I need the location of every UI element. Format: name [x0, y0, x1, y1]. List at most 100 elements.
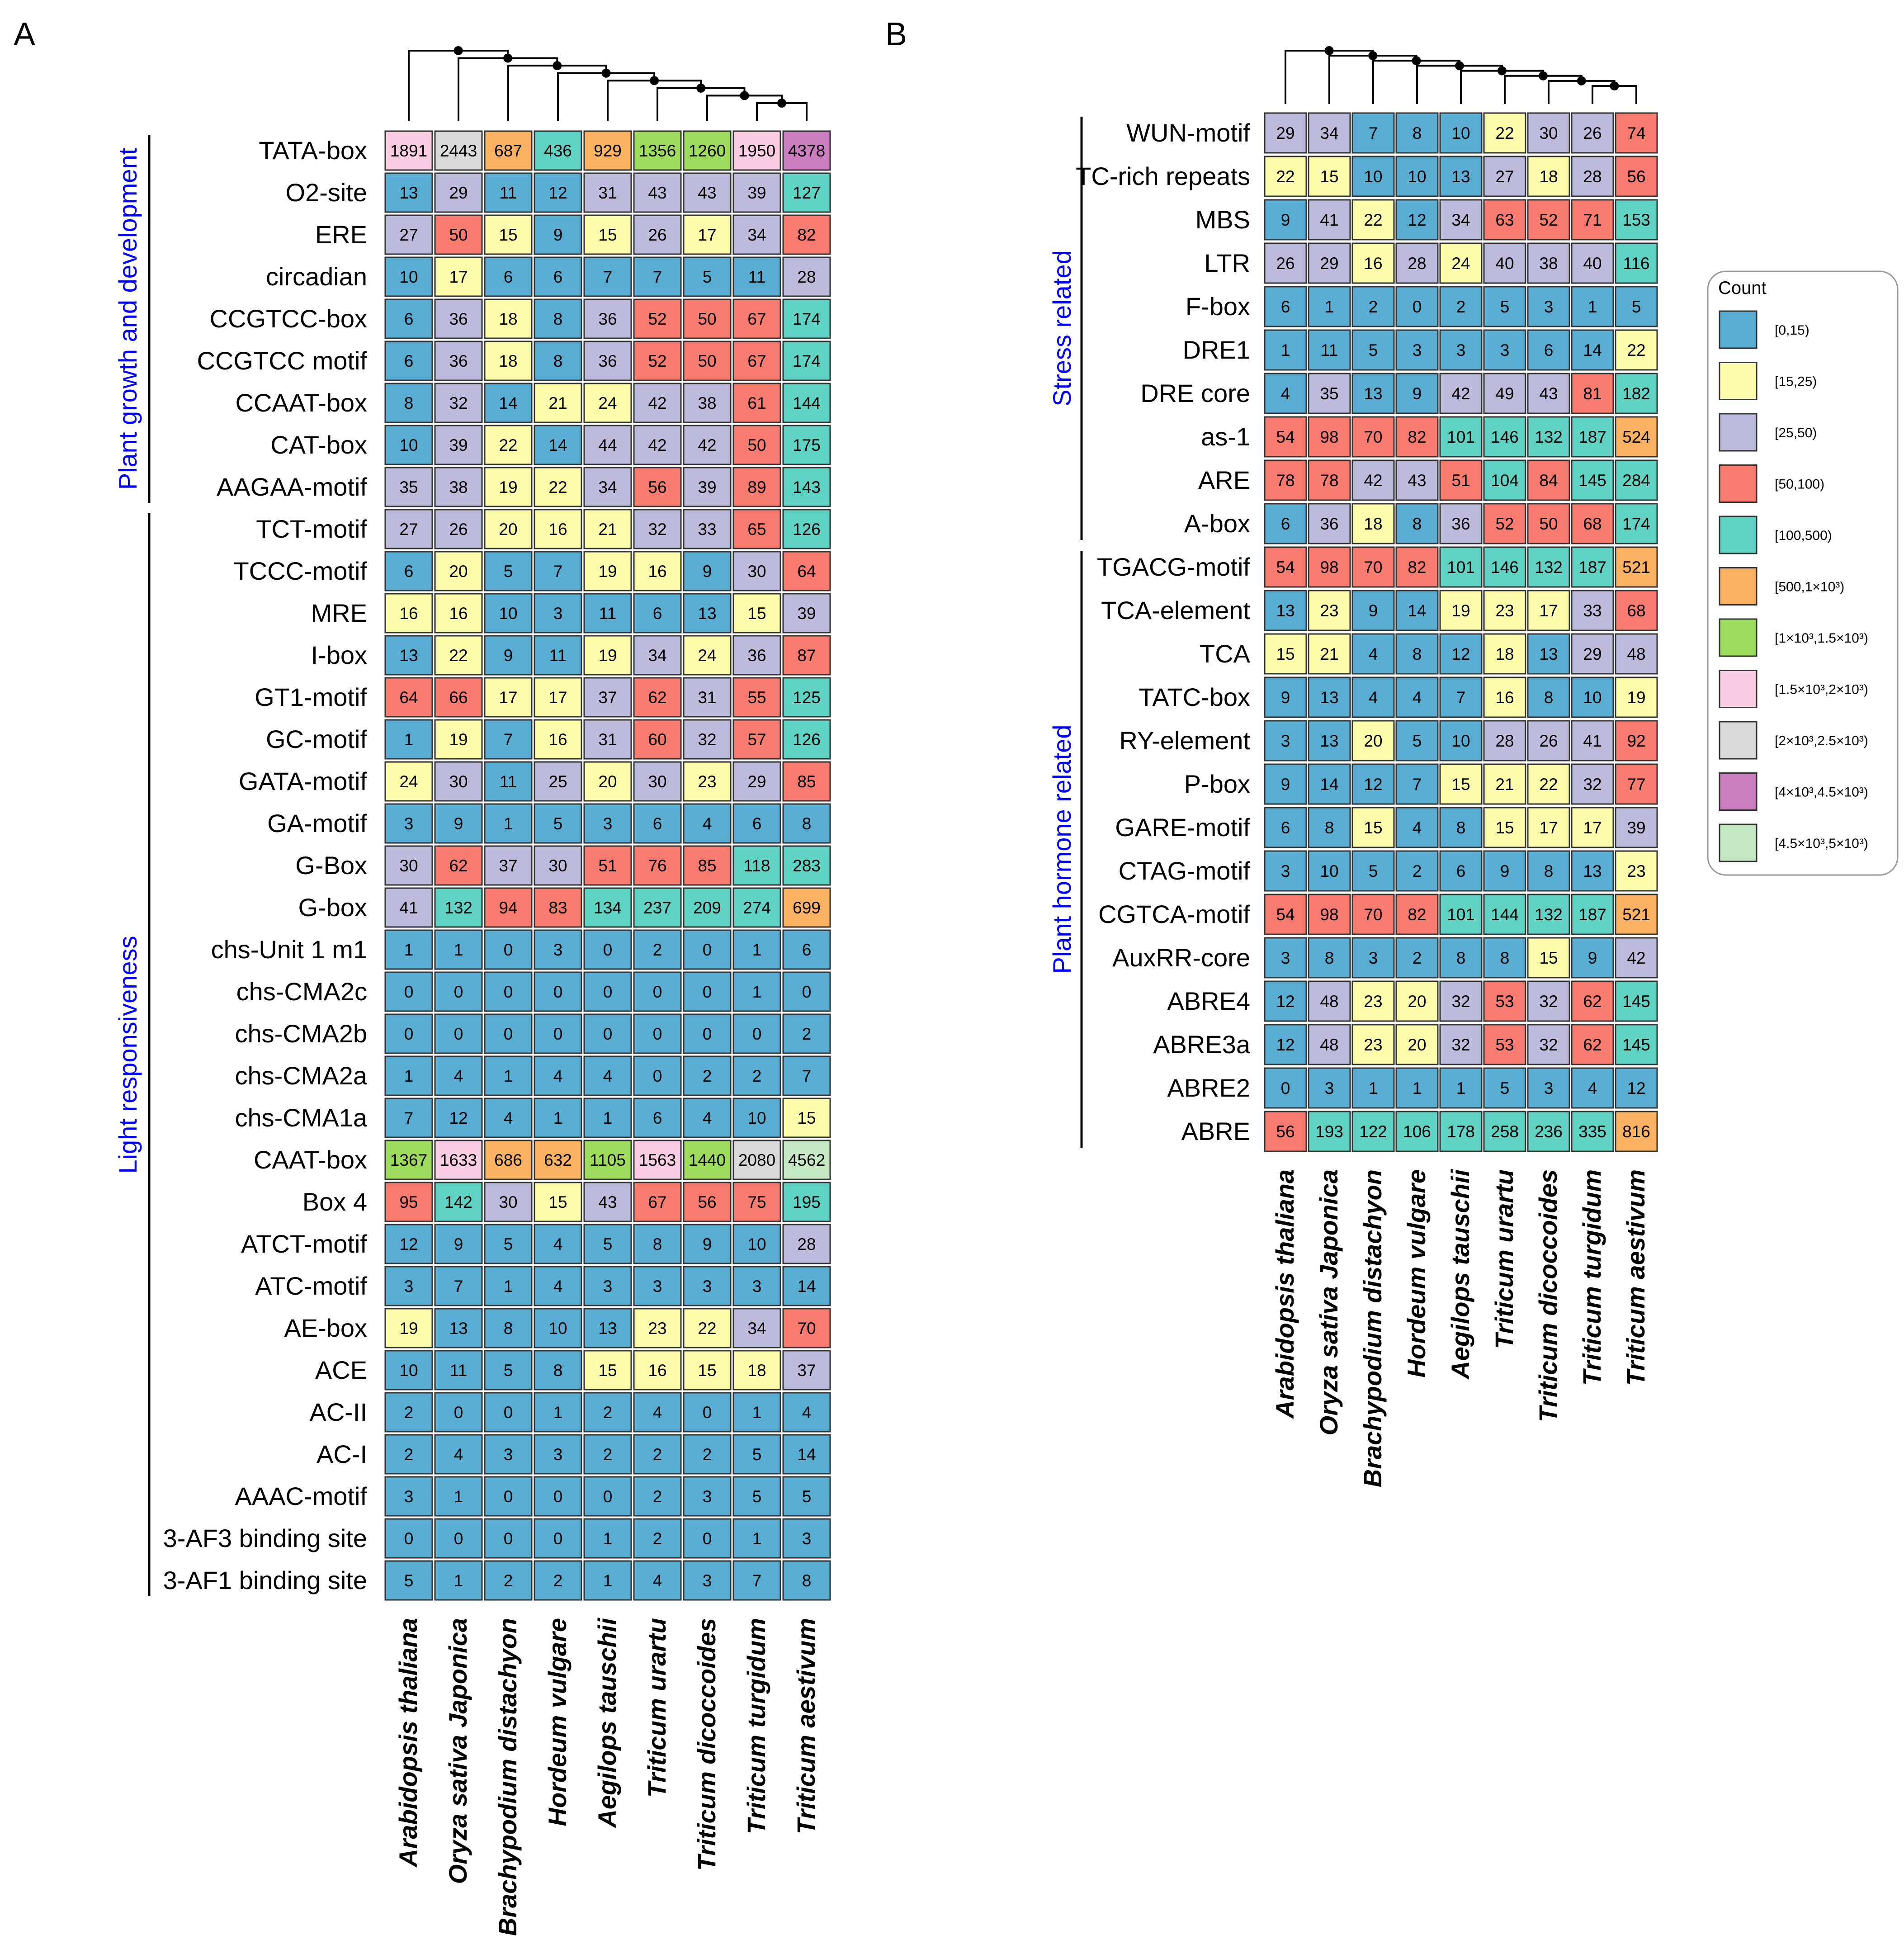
- panel-b-heatmap-cell: [1308, 633, 1351, 675]
- panel-a-cell-value: 26: [449, 520, 468, 539]
- panel-a-cell-value: 15: [698, 1361, 716, 1380]
- panel-b-cell-value: 51: [1451, 471, 1470, 490]
- panel-b-cell-value: 3: [1544, 298, 1554, 316]
- panel-b-row-label: ARE: [1198, 466, 1250, 494]
- panel-a-cell-value: 0: [553, 1025, 563, 1043]
- panel-a-heatmap-cell: [583, 383, 632, 423]
- panel-a-heatmap-cell: [484, 256, 533, 297]
- panel-a-column-label: Triticum aestivum: [792, 1618, 820, 1834]
- panel-a-cell-value: 50: [449, 226, 468, 244]
- panel-b-dendrogram-node: [1412, 56, 1421, 66]
- panel-b-heatmap-cell: [1351, 242, 1395, 284]
- panel-b-cell-value: 27: [1495, 167, 1514, 186]
- panel-a-heatmap-cell: [732, 1055, 781, 1096]
- panel-a-cell-value: 50: [698, 310, 716, 328]
- panel-a-heatmap-cell: [583, 467, 632, 507]
- panel-b-cell-value: 193: [1315, 1122, 1343, 1141]
- panel-a-cell-value: 174: [793, 352, 821, 370]
- panel-a-cell-value: 0: [504, 1025, 513, 1043]
- panel-a-heatmap-cell: [534, 593, 582, 634]
- panel-a-cell-value: 4: [802, 1403, 812, 1422]
- panel-a-heatmap-cell: [732, 467, 781, 507]
- panel-b-heatmap-cell: [1308, 980, 1351, 1022]
- panel-a-cell-value: 0: [653, 1067, 662, 1085]
- panel-b-cell-value: 15: [1495, 818, 1514, 837]
- panel-a-heatmap-cell: [633, 298, 682, 339]
- panel-a-heatmap-cell: [484, 761, 533, 802]
- panel-a-cell-value: 1950: [738, 142, 775, 160]
- panel-b-cell-value: 54: [1276, 428, 1295, 446]
- panel-b-heatmap-cell: [1483, 980, 1526, 1022]
- panel-b-heatmap-cell: [1571, 199, 1614, 241]
- panel-a-cell-value: 43: [598, 1193, 617, 1211]
- panel-a-heatmap-cell: [384, 509, 433, 549]
- panel-b-cell-value: 3: [1544, 1079, 1554, 1097]
- panel-a-heatmap-cell: [583, 172, 632, 213]
- panel-b-heatmap-cell: [1439, 894, 1483, 935]
- panel-b-cell-value: 17: [1539, 818, 1558, 837]
- panel-a-heatmap-cell: [434, 1055, 483, 1096]
- panel-b-heatmap-cell: [1264, 329, 1307, 371]
- panel-b-heatmap-cell: [1483, 1067, 1526, 1109]
- panel-b-heatmap-cell: [1483, 676, 1526, 718]
- panel-a-heatmap-cell: [683, 341, 732, 381]
- panel-a-heatmap-cell: [732, 929, 781, 970]
- panel-b-cell-value: 5: [1500, 1079, 1510, 1097]
- panel-b-cell-value: 5: [1369, 341, 1378, 360]
- panel-b-cell-value: 15: [1364, 818, 1382, 837]
- panel-b-cell-value: 77: [1627, 775, 1645, 794]
- panel-a-heatmap-cell: [633, 761, 682, 802]
- panel-a-heatmap-cell: [434, 383, 483, 423]
- panel-a-heatmap-cell: [583, 1350, 632, 1391]
- panel-a-cell-value: 1633: [440, 1151, 477, 1169]
- panel-b-cell-value: 3: [1456, 341, 1466, 360]
- panel-a-cell-value: 32: [698, 730, 716, 749]
- panel-b-row-label: MBS: [1195, 205, 1250, 234]
- panel-a-heatmap-cell: [683, 1392, 732, 1433]
- panel-b-cell-value: 6: [1281, 515, 1290, 533]
- panel-b-row-label: TGACG-motif: [1097, 553, 1251, 581]
- panel-a-cell-value: 1: [504, 1277, 513, 1296]
- panel-a-row-label: CCAAT-box: [236, 388, 367, 417]
- panel-a-heatmap-cell: [484, 383, 533, 423]
- panel-b-heatmap-cell: [1264, 633, 1307, 675]
- panel-a-cell-value: 5: [802, 1487, 812, 1506]
- panel-a-heatmap-cell: [683, 971, 732, 1012]
- panel-a-heatmap-cell: [633, 509, 682, 549]
- panel-a-cell-value: 83: [548, 899, 567, 917]
- panel-b-cell-value: 29: [1583, 645, 1602, 663]
- panel-a-heatmap-cell: [384, 214, 433, 255]
- panel-a-cell-value: 0: [703, 1025, 712, 1043]
- panel-b-heatmap-cell: [1439, 1111, 1483, 1152]
- panel-b-cell-value: 32: [1451, 992, 1470, 1011]
- panel-a-cell-value: 19: [499, 478, 517, 497]
- panel-b-heatmap-cell: [1527, 416, 1570, 458]
- panel-b-cell-value: 15: [1451, 775, 1470, 794]
- panel-a-heatmap-cell: [732, 803, 781, 844]
- panel-b-heatmap-cell: [1308, 763, 1351, 805]
- panel-a-heatmap-cell: [782, 1308, 831, 1348]
- panel-a-cell-value: 0: [703, 941, 712, 959]
- panel-a-heatmap-cell: [583, 803, 632, 844]
- panel-a-heatmap-cell: [434, 341, 483, 381]
- panel-a-cell-value: 20: [499, 520, 517, 539]
- panel-a-heatmap-cell: [732, 1350, 781, 1391]
- panel-a-cell-value: 4: [703, 814, 712, 833]
- panel-a-heatmap-cell: [583, 1097, 632, 1138]
- panel-a-heatmap-cell: [534, 1392, 582, 1433]
- panel-b-heatmap-cell: [1351, 763, 1395, 805]
- panel-a-cell-value: 686: [494, 1151, 522, 1169]
- panel-a-heatmap-cell: [683, 1140, 732, 1180]
- panel-a-cell-value: 23: [698, 772, 716, 791]
- panel-b-heatmap-cell: [1439, 546, 1483, 588]
- panel-b-cell-value: 13: [1276, 601, 1295, 620]
- panel-a-cell-value: 11: [599, 604, 616, 623]
- panel-a-heatmap-cell: [583, 719, 632, 760]
- panel-b-cell-value: 4: [1369, 645, 1378, 663]
- panel-b-cell-value: 3: [1325, 1079, 1334, 1097]
- panel-a-group-label: Light responsiveness: [113, 936, 142, 1173]
- panel-b-heatmap-cell: [1308, 503, 1351, 544]
- panel-a-heatmap-cell: [633, 256, 682, 297]
- panel-b-heatmap-cell: [1483, 1111, 1526, 1152]
- panel-a-heatmap-cell: [434, 1350, 483, 1391]
